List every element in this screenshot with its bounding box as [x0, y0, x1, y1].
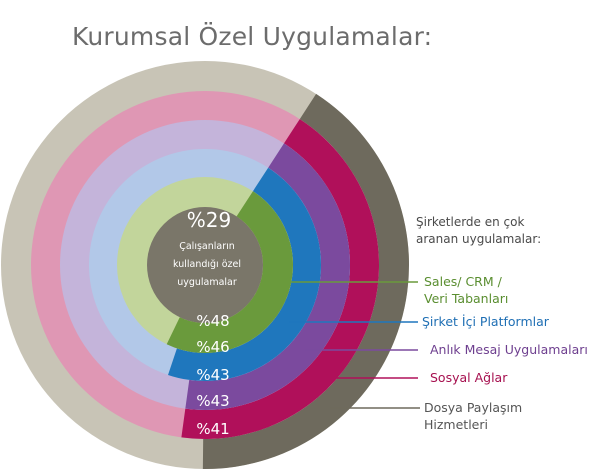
value-label-2: %46: [196, 338, 229, 356]
legend-label-2: Şirket İçi Platformlar: [422, 314, 550, 329]
legend-group: Sales/ CRM / Veri Tabanları Şirket İçi Pla…: [422, 274, 588, 432]
legend-label-1: Sales/ CRM / Veri Tabanları: [424, 274, 508, 306]
ring-bar-4: [181, 119, 380, 439]
legend-label-4: Sosyal Ağlar: [430, 370, 508, 385]
value-label-3: %43: [196, 366, 229, 384]
legend-title: Şirketlerde en çok aranan uygulamalar:: [416, 215, 541, 246]
value-label-4: %43: [196, 392, 229, 410]
center-label-line: kullandığı özel: [173, 259, 241, 270]
legend-label-3: Anlık Mesaj Uygulamaları: [430, 342, 588, 357]
legend-label-line: Sales/ CRM /: [424, 274, 503, 289]
ring-bar-1: [166, 191, 294, 354]
center-label-line: Çalışanların: [179, 241, 235, 252]
ring-bar-3: [185, 143, 351, 410]
legend-label-line: Anlık Mesaj Uygulamaları: [430, 342, 588, 357]
legend-title-line: aranan uygulamalar:: [416, 232, 541, 246]
ring-bar-5: [202, 93, 409, 470]
center-disc: [147, 207, 263, 323]
legend-label-line: Hizmetleri: [424, 417, 488, 432]
rings-group: [1, 61, 409, 470]
legend-label-line: Sosyal Ağlar: [430, 370, 508, 385]
legend-label-5: Dosya Paylaşım Hizmetleri: [424, 400, 522, 432]
legend-connectors: [277, 281, 420, 409]
legend-label-line: Şirket İçi Platformlar: [422, 314, 550, 329]
center-label-line: uygulamalar: [177, 277, 237, 288]
labels-group: %29 Çalışanların kullandığı özel uygulamala…: [173, 208, 241, 438]
chart-title: Kurumsal Özel Uygulamalar:: [72, 22, 433, 51]
value-label-5: %41: [196, 420, 229, 438]
legend-label-line: Veri Tabanları: [424, 291, 508, 306]
ring-bar-2: [168, 167, 321, 381]
center-value: %29: [187, 208, 231, 232]
value-label-1: %48: [196, 312, 229, 330]
legend-label-line: Dosya Paylaşım: [424, 400, 522, 415]
legend-title-line: Şirketlerde en çok: [416, 215, 524, 229]
